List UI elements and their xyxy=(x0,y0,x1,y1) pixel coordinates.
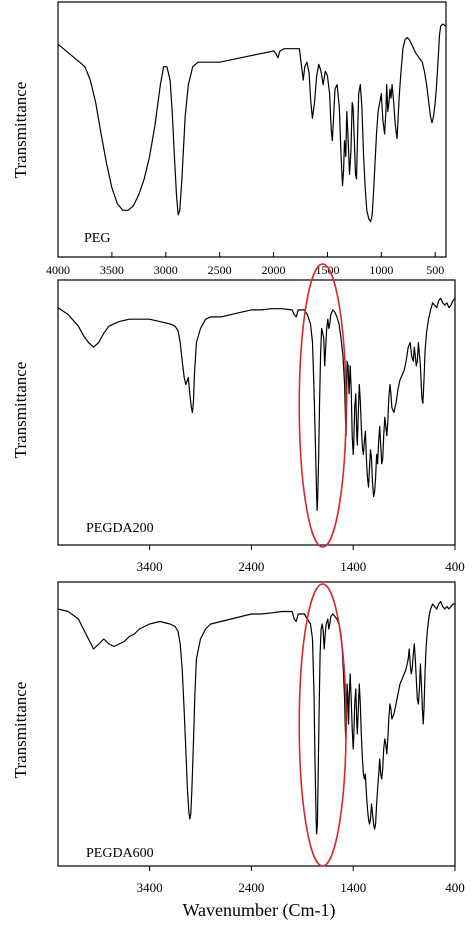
x-tick-label: 3500 xyxy=(100,263,124,277)
x-tick-label: 1000 xyxy=(369,263,393,277)
x-tick-label: 500 xyxy=(426,263,444,277)
plot-frame xyxy=(57,279,456,546)
highlight-ellipse xyxy=(298,263,347,548)
spectrum-line xyxy=(57,23,447,223)
x-tick-label: 400 xyxy=(445,559,465,574)
x-tick-label: 3000 xyxy=(154,263,178,277)
sample-label: PEGDA200 xyxy=(86,521,154,536)
highlight-ellipse xyxy=(298,583,347,867)
x-tick-label: 1400 xyxy=(340,559,366,574)
x-tick-label: 400 xyxy=(445,880,465,895)
x-tick-label: 1400 xyxy=(340,880,366,895)
x-axis-label: Wavenumber (Cm-1) xyxy=(183,900,336,921)
y-axis-label: Transmittance xyxy=(11,82,30,179)
x-tick-label: 1500 xyxy=(315,263,339,277)
y-axis-label: Transmittance xyxy=(11,362,30,459)
plot-frame xyxy=(57,1,447,258)
x-tick-label: 4000 xyxy=(46,263,70,277)
x-tick-label: 2000 xyxy=(262,263,286,277)
spectrum-line xyxy=(57,600,455,835)
sample-label: PEG xyxy=(84,231,110,246)
pegda200-panel: 3400 2400 1400 400 Transmittance PEGDA200 xyxy=(11,263,465,574)
y-axis-label: Transmittance xyxy=(11,682,30,779)
spectrum-line xyxy=(57,297,456,511)
x-tick-label: 2500 xyxy=(208,263,232,277)
sample-label: PEGDA600 xyxy=(86,846,154,861)
x-tick-label: 2400 xyxy=(238,880,264,895)
peg-panel: 4000 3500 3000 2500 2000 1500 1000 500 Transmitt… xyxy=(11,1,447,277)
plot-frame xyxy=(57,581,456,867)
x-tick-label: 3400 xyxy=(137,880,163,895)
pegda600-panel: 3400 2400 1400 400 Transmittance PEGDA600 xyxy=(11,581,465,895)
x-tick-label: 3400 xyxy=(137,559,163,574)
x-tick-label: 2400 xyxy=(238,559,264,574)
